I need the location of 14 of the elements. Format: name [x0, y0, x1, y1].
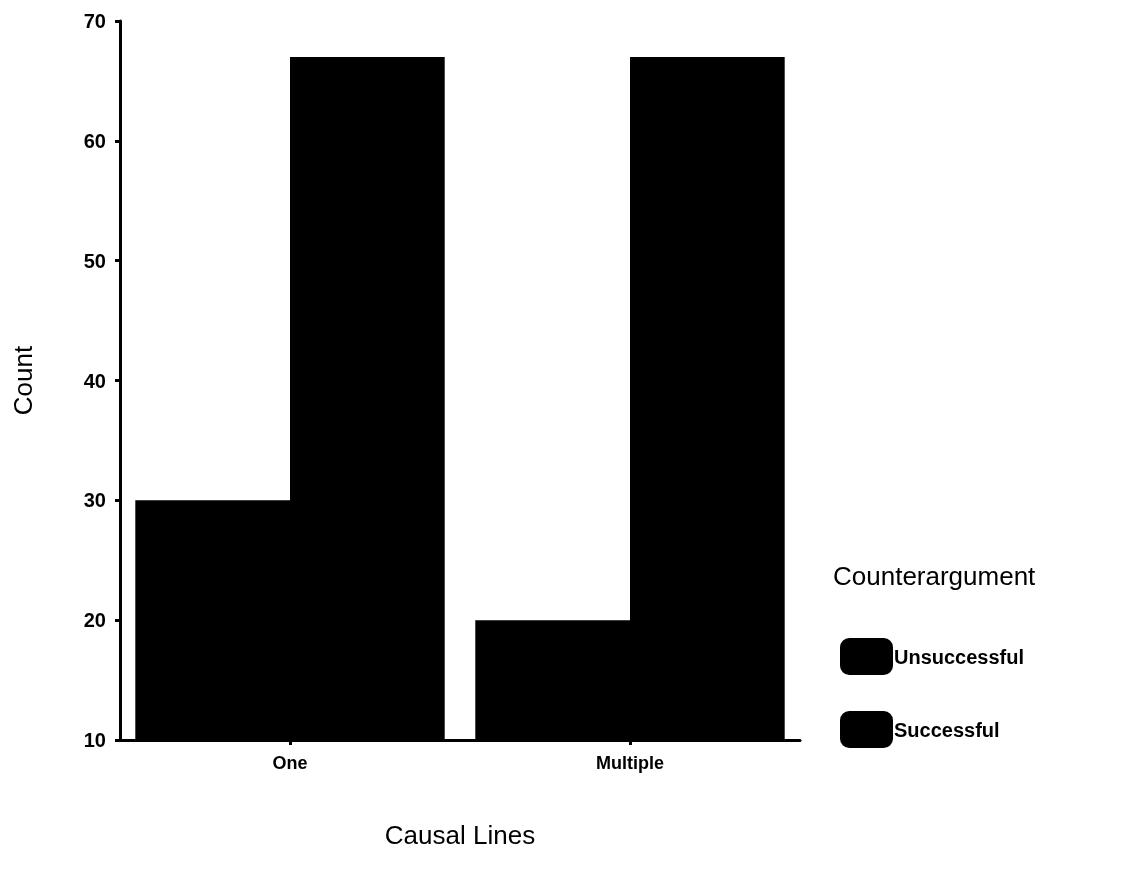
y-tick-label: 30	[83, 489, 106, 512]
y-tick-label: 20	[83, 609, 106, 632]
y-tick-label: 10	[83, 729, 106, 751]
y-tick-label: 50	[83, 249, 106, 272]
y-tick-label: 40	[83, 369, 106, 392]
y-axis-title: Count	[8, 345, 38, 416]
x-tick-label: Multiple	[596, 753, 664, 773]
x-tick-label: One	[272, 753, 308, 773]
y-tick-label: 60	[83, 129, 106, 152]
legend-title: Counterargument	[833, 561, 1037, 591]
legend-label: Successful	[894, 718, 1000, 741]
y-tick-label: 70	[83, 10, 106, 32]
legend-label: Unsuccessful	[894, 645, 1025, 668]
x-axis-title: Causal Lines	[384, 820, 536, 850]
